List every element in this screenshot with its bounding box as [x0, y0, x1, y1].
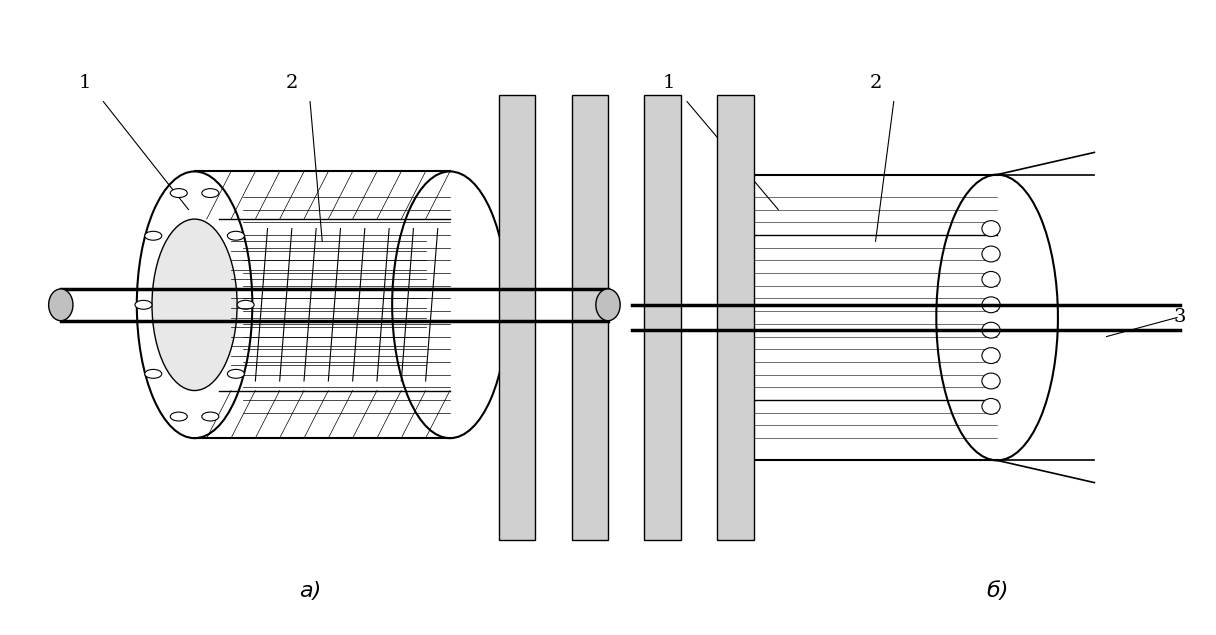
Ellipse shape	[596, 289, 620, 321]
Text: б): б)	[986, 580, 1008, 601]
Circle shape	[170, 412, 187, 421]
Circle shape	[145, 370, 162, 378]
Ellipse shape	[981, 399, 1000, 415]
Circle shape	[145, 231, 162, 240]
Circle shape	[135, 300, 152, 309]
Text: 1: 1	[79, 74, 91, 91]
Circle shape	[202, 412, 219, 421]
Text: 2: 2	[869, 74, 882, 91]
Bar	[644, 95, 681, 540]
Circle shape	[202, 189, 219, 197]
Circle shape	[170, 189, 187, 197]
Ellipse shape	[981, 323, 1000, 338]
Ellipse shape	[981, 373, 1000, 389]
Text: 1: 1	[663, 74, 675, 91]
Text: а): а)	[299, 580, 321, 601]
Text: 3: 3	[1173, 309, 1186, 326]
Bar	[499, 95, 535, 540]
Ellipse shape	[981, 246, 1000, 262]
Bar	[717, 95, 754, 540]
Bar	[572, 95, 608, 540]
Circle shape	[237, 300, 254, 309]
Circle shape	[227, 231, 244, 240]
Ellipse shape	[49, 289, 73, 321]
Ellipse shape	[981, 220, 1000, 236]
Ellipse shape	[981, 297, 1000, 313]
Text: 2: 2	[286, 74, 298, 91]
Ellipse shape	[152, 219, 237, 391]
Ellipse shape	[981, 348, 1000, 363]
Circle shape	[227, 370, 244, 378]
Ellipse shape	[981, 272, 1000, 287]
